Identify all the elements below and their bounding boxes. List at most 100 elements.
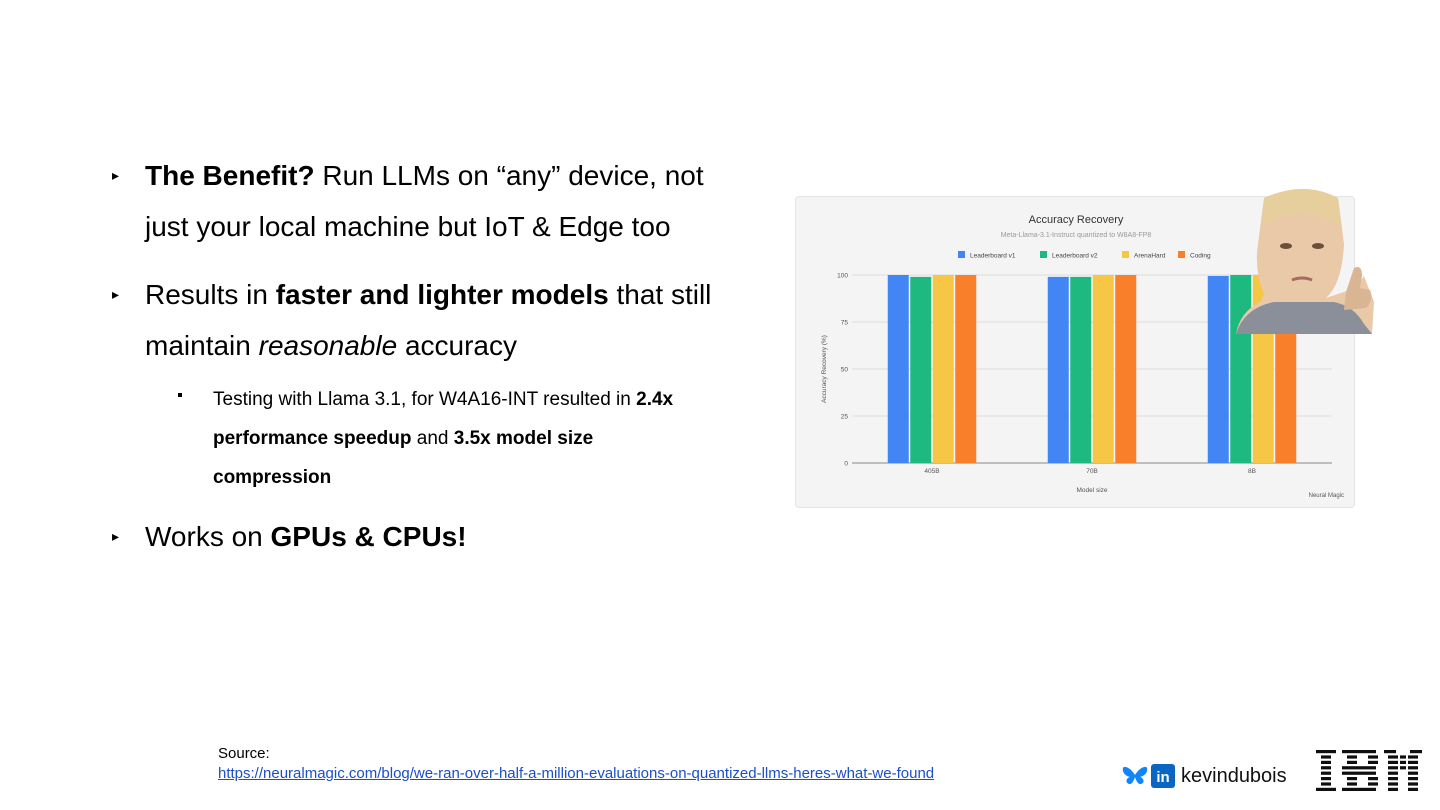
legend-label: Leaderboard v2 <box>1052 253 1098 260</box>
y-tick-label: 25 <box>841 414 849 421</box>
source-label: Source: <box>218 745 270 762</box>
ibm-logo-stripe <box>1368 755 1378 759</box>
ibm-logo-stripe <box>1384 750 1396 754</box>
chart-bar <box>1115 275 1137 463</box>
butterfly-icon[interactable] <box>1122 765 1148 787</box>
ibm-logo-stripe <box>1408 760 1418 764</box>
bullet-italic: reasonable <box>258 330 398 361</box>
ibm-logo-stripe <box>1368 777 1378 781</box>
ibm-logo <box>1316 750 1422 791</box>
ibm-logo-stripe <box>1342 787 1376 791</box>
x-tick-label: 8B <box>1248 468 1256 475</box>
chart-bar <box>932 275 954 463</box>
ibm-logo-stripe <box>1347 782 1357 786</box>
ibm-logo-stripe <box>1388 777 1398 781</box>
ibm-logo-stripe <box>1316 787 1336 791</box>
ibm-logo-stripe <box>1342 771 1376 775</box>
bullet-bold: GPUs & CPUs! <box>270 521 467 552</box>
legend-swatch <box>1122 251 1129 258</box>
bullet-text: Works on <box>145 521 271 552</box>
ibm-logo-stripe <box>1388 755 1398 759</box>
ibm-logo-stripe <box>1316 750 1336 754</box>
chart-bar <box>1092 275 1114 463</box>
y-tick-label: 75 <box>841 320 849 327</box>
sub-bullet-text: and <box>411 428 454 449</box>
bullet-marker: ▸ <box>112 167 120 183</box>
bullet-works-on: ▸ Works on GPUs & CPUs! <box>112 511 752 562</box>
ibm-logo-stripe <box>1388 766 1398 770</box>
ibm-logo-stripe <box>1388 771 1398 775</box>
ibm-logo-stripe <box>1408 782 1418 786</box>
x-axis-label: Model size <box>1076 487 1107 494</box>
legend-label: Coding <box>1190 253 1211 260</box>
x-tick-label: 70B <box>1086 468 1098 475</box>
sub-bullet-testing: Testing with Llama 3.1, for W4A16-INT re… <box>178 380 713 497</box>
y-tick-label: 0 <box>844 461 848 468</box>
bullet-results: ▸ Results in faster and lighter models t… <box>112 269 752 371</box>
legend-swatch <box>1178 251 1185 258</box>
chart-title: Accuracy Recovery <box>1029 214 1124 226</box>
ibm-logo-stripe <box>1408 771 1418 775</box>
ibm-logo-stripe <box>1400 766 1406 770</box>
ibm-logo-stripe <box>1408 787 1418 791</box>
ibm-logo-stripe <box>1321 766 1331 770</box>
ibm-logo-stripe <box>1408 766 1418 770</box>
source-link[interactable]: https://neuralmagic.com/blog/we-ran-over… <box>218 765 935 782</box>
ibm-logo-stripe <box>1368 782 1378 786</box>
bullet-marker: ▸ <box>112 528 120 544</box>
sub-bullet-marker <box>178 393 182 397</box>
linkedin-icon[interactable]: in <box>1151 764 1175 788</box>
ibm-logo-stripe <box>1321 782 1331 786</box>
social-handle-text: kevindubois <box>1181 764 1287 787</box>
ibm-logo-stripe <box>1410 750 1422 754</box>
chart-bar <box>910 276 932 463</box>
ibm-logo-stripe <box>1388 760 1398 764</box>
chart-watermark: Neural Magic <box>1309 493 1344 499</box>
sub-bullet-bold: 2.4x performance speedup <box>213 389 674 449</box>
chart-bar <box>1070 276 1092 463</box>
y-axis-label: Accuracy Recovery (%) <box>821 335 828 403</box>
bullet-bold: The Benefit? <box>145 160 315 191</box>
ibm-logo-stripe <box>1347 760 1357 764</box>
bullet-marker: ▸ <box>112 286 120 302</box>
ibm-logo-stripe <box>1400 760 1406 764</box>
ibm-logo-stripe <box>1408 755 1418 759</box>
ibm-logo-stripe <box>1408 777 1418 781</box>
legend-swatch <box>958 251 965 258</box>
ibm-logo-stripe <box>1347 755 1357 759</box>
chart-subtitle: Meta-Llama-3.1-Instruct quantized to W8A… <box>1001 232 1152 239</box>
linkedin-glyph: in <box>1156 769 1169 786</box>
ibm-logo-stripe <box>1388 782 1398 786</box>
x-tick-label: 405B <box>924 468 939 475</box>
social-handle: in kevindubois <box>1122 762 1287 790</box>
ibm-logo-stripe <box>1321 771 1331 775</box>
bullet-text: that still maintain <box>145 279 712 361</box>
ibm-logo-stripe <box>1321 777 1331 781</box>
thumbs-up-kid-image <box>1236 189 1374 334</box>
ibm-logo-stripe <box>1347 777 1357 781</box>
sub-bullet-bold: 3.5x model size compression <box>213 428 594 488</box>
bullet-text: accuracy <box>397 330 518 361</box>
chart-svg: Accuracy Recovery Meta-Llama-3.1-Instruct… <box>821 214 1344 499</box>
ibm-logo-stripe <box>1368 760 1378 764</box>
y-tick-label: 50 <box>841 367 849 374</box>
bullet-text: Run LLMs on “any” device, not just your … <box>145 160 704 242</box>
chart-bar <box>887 275 909 463</box>
legend-label: Leaderboard v1 <box>970 253 1016 260</box>
ibm-logo-stripe <box>1321 755 1331 759</box>
bullet-benefit: ▸ The Benefit? Run LLMs on “any” device,… <box>112 150 752 252</box>
chart-bar <box>1207 275 1229 463</box>
bullet-bold: faster and lighter models <box>275 279 609 310</box>
chart-bar <box>1047 276 1069 463</box>
sub-bullet-text: Testing with Llama 3.1, for W4A16-INT re… <box>213 389 637 410</box>
legend-label: ArenaHard <box>1134 253 1166 260</box>
ibm-logo-stripe <box>1342 750 1376 754</box>
chart-bar <box>955 275 977 463</box>
legend-swatch <box>1040 251 1047 258</box>
bullet-list: ▸ The Benefit? Run LLMs on “any” device,… <box>112 150 752 579</box>
y-tick-label: 100 <box>837 273 848 280</box>
source-citation: Source: https://neuralmagic.com/blog/we-… <box>218 744 934 784</box>
ibm-logo-stripe <box>1321 760 1331 764</box>
bullet-text: Results in <box>145 279 276 310</box>
ibm-logo-stripe <box>1342 766 1376 770</box>
